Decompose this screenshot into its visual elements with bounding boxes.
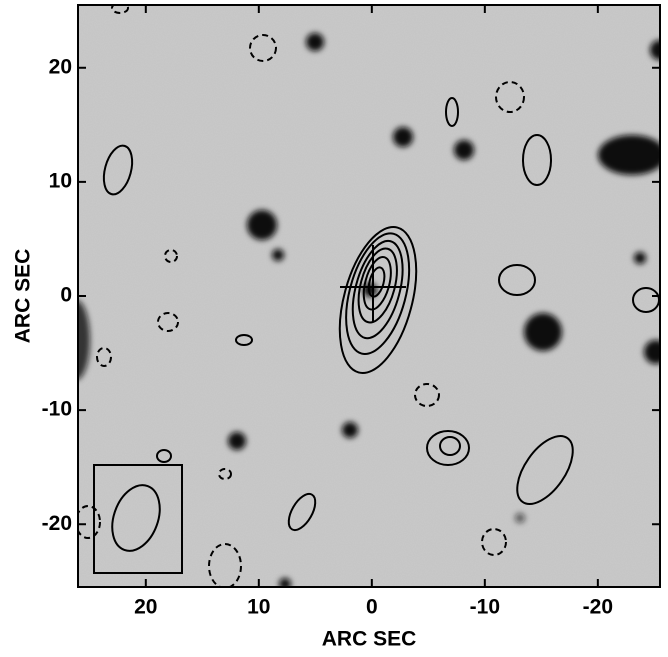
- sky-image: [78, 5, 660, 587]
- x-tick-label: -10: [470, 596, 500, 619]
- x-tick-label: 20: [134, 596, 157, 619]
- y-axis-label: ARC SEC: [12, 249, 35, 344]
- x-axis-label: ARC SEC: [322, 628, 417, 651]
- beam-box: [93, 464, 183, 574]
- y-tick-label: 10: [49, 169, 72, 192]
- y-tick-label: -20: [42, 512, 72, 535]
- x-tick-label: 0: [366, 596, 378, 619]
- x-tick-label: 10: [247, 596, 270, 619]
- x-tick-label: -20: [583, 596, 613, 619]
- y-tick-label: -10: [42, 398, 72, 421]
- y-tick-label: 20: [49, 55, 72, 78]
- contours: [78, 5, 660, 587]
- beam: [111, 484, 161, 552]
- y-tick-label: 0: [60, 284, 72, 307]
